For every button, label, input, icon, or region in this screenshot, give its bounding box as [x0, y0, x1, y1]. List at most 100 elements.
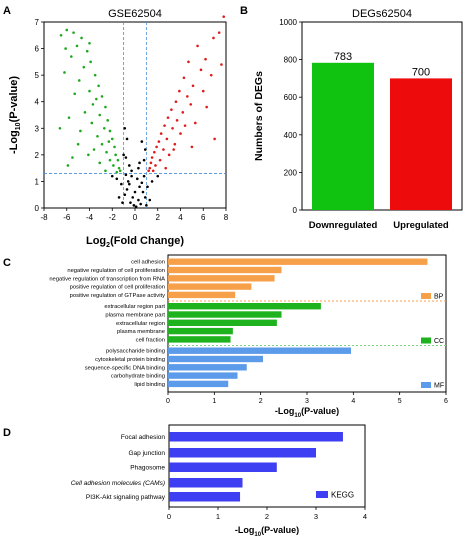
go-term-label-mf-0: polysaccharide binding — [106, 349, 165, 355]
go-x-axis-label-rest: (P-value) — [301, 406, 339, 416]
volcano-point-up-37 — [147, 169, 150, 173]
volcano-point-ns-16 — [150, 180, 154, 183]
go-bar-bp-1 — [168, 266, 282, 274]
go-x-axis-label: -Log10(P-value) — [275, 406, 339, 419]
volcano-point-down-46 — [88, 41, 91, 45]
go-term-label-cc-2: extracellular region — [116, 321, 165, 327]
kegg-pathway-label-0: Focal adhesion — [121, 434, 165, 441]
go-bar-mf-3 — [168, 372, 238, 379]
kegg-pathway-label-4: PI3K-Akt signaling pathway — [86, 494, 166, 501]
kegg-bar-3 — [169, 478, 243, 488]
volcano-x-axis-label-subscript: 2 — [106, 242, 110, 249]
volcano-point-down-29 — [92, 148, 96, 151]
go-legend-label-bp: BP — [434, 294, 444, 301]
volcano-point-ns-7 — [131, 196, 135, 199]
volcano-point-ns-9 — [123, 193, 127, 197]
go-term-label-bp-4: positive regulation of GTPase activity — [70, 293, 165, 299]
volcano-point-ns-20 — [142, 174, 146, 178]
volcano-point-down-44 — [71, 156, 74, 159]
bar-ytick-label-3: 600 — [284, 93, 298, 102]
volcano-point-up-0 — [222, 15, 226, 18]
volcano-point-ns-36 — [130, 169, 133, 173]
volcano-point-up-32 — [149, 161, 153, 165]
go-xtick-label-6: 6 — [444, 398, 448, 405]
go-bar-bp-3 — [168, 283, 252, 290]
volcano-title: GSE62504 — [108, 8, 162, 20]
volcano-point-ns-37 — [137, 166, 140, 170]
go-term-label-cc-0: extracellular region part — [104, 304, 165, 310]
volcano-point-ns-3 — [138, 185, 141, 189]
volcano-point-up-33 — [154, 164, 157, 167]
volcano-point-up-22 — [179, 132, 182, 135]
kegg-xtick-label-4: 4 — [363, 512, 367, 521]
volcano-point-down-27 — [100, 142, 104, 146]
go-x-axis-label-main: -Log — [275, 406, 295, 416]
volcano-ytick-label-7: 7 — [35, 18, 40, 27]
volcano-point-up-44 — [172, 148, 175, 151]
volcano-point-ns-2 — [128, 182, 131, 186]
volcano-point-down-14 — [73, 92, 77, 96]
bar-ytick-label-4: 800 — [284, 56, 298, 65]
volcano-point-ns-38 — [121, 201, 124, 204]
volcano-point-down-22 — [102, 126, 106, 130]
volcano-point-down-15 — [100, 95, 104, 98]
bar-ytick-label-0: 0 — [293, 206, 298, 215]
volcano-point-up-35 — [164, 166, 168, 170]
kegg-legend-label: KEGG — [331, 491, 354, 500]
volcano-point-up-8 — [182, 76, 186, 80]
volcano-point-up-21 — [159, 132, 163, 135]
volcano-xtick-label-0: -8 — [40, 213, 48, 222]
kegg-xtick-label-0: 0 — [167, 512, 171, 521]
volcano-point-down-16 — [91, 103, 95, 106]
volcano-point-down-1 — [72, 31, 75, 34]
volcano-point-ns-11 — [129, 201, 132, 204]
volcano-ytick-label-4: 4 — [35, 98, 40, 107]
go-bar-mf-4 — [168, 380, 229, 388]
volcano-point-ns-17 — [110, 174, 114, 178]
volcano-ytick-label-1: 1 — [35, 177, 40, 186]
volcano-point-down-17 — [104, 105, 107, 109]
go-bar-cc-3 — [168, 327, 233, 335]
deg-bar-category-label-1: Upregulated — [393, 220, 449, 231]
go-bar-mf-2 — [168, 364, 247, 371]
volcano-point-down-12 — [97, 84, 100, 88]
volcano-point-up-34 — [148, 166, 152, 170]
panel-label-c: C — [3, 257, 11, 269]
panel-label-a: A — [3, 5, 11, 17]
go-x-axis-label-subscript: 10 — [294, 413, 301, 419]
go-term-label-cc-1: plasma membrane part — [105, 313, 165, 319]
panel-label-d: D — [3, 427, 11, 439]
volcano-point-ns-32 — [128, 164, 131, 167]
volcano-point-up-40 — [190, 145, 194, 149]
volcano-point-down-36 — [117, 166, 121, 170]
go-term-label-bp-1: negative regulation of cell proliferatio… — [67, 268, 165, 274]
volcano-point-up-20 — [171, 126, 174, 130]
go-term-label-mf-4: lipid binding — [134, 382, 165, 388]
deg-bar-value-label-1: 700 — [412, 66, 430, 78]
volcano-point-up-13 — [189, 103, 193, 106]
volcano-point-up-2 — [212, 36, 215, 40]
volcano-point-ns-29 — [125, 137, 129, 141]
volcano-point-down-10 — [93, 73, 97, 77]
volcano-point-ns-8 — [137, 198, 140, 202]
bar-ytick-label-2: 400 — [284, 131, 298, 140]
deg-bar-value-label-0: 783 — [334, 51, 352, 63]
volcano-point-down-39 — [115, 170, 119, 174]
volcano-point-ns-5 — [125, 188, 129, 191]
volcano-y-axis-label-main: -Log — [8, 130, 20, 154]
go-term-label-bp-0: cell adhesion — [131, 260, 165, 266]
volcano-point-ns-0 — [130, 174, 133, 178]
go-xtick-label-5: 5 — [398, 398, 402, 405]
volcano-xtick-label-5: 2 — [156, 213, 161, 222]
go-xtick-label-3: 3 — [305, 398, 309, 405]
bar-ytick-label-1: 200 — [284, 168, 298, 177]
volcano-point-up-29 — [167, 153, 171, 157]
volcano-point-ns-4 — [133, 190, 137, 194]
volcano-xtick-label-6: 4 — [178, 213, 183, 222]
volcano-point-up-43 — [183, 124, 187, 127]
volcano-point-up-9 — [191, 84, 195, 88]
go-bar-cc-1 — [168, 311, 282, 318]
volcano-point-up-12 — [174, 100, 178, 104]
